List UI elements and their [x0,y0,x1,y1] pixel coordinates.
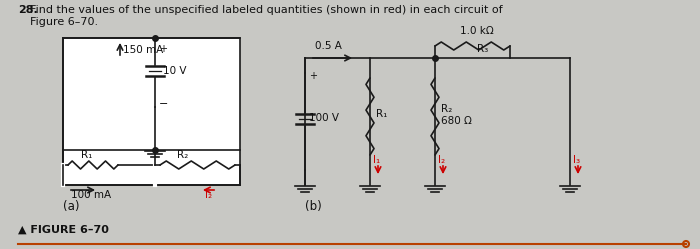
Text: +: + [159,44,167,54]
Text: −: − [159,99,169,109]
Text: (a): (a) [63,200,80,213]
Text: Find the values of the unspecified labeled quantities (shown in red) in each cir: Find the values of the unspecified label… [30,5,503,15]
Text: ▲ FIGURE 6–70: ▲ FIGURE 6–70 [18,225,109,235]
Text: I₃: I₃ [573,155,580,165]
Text: 0.5 A: 0.5 A [315,41,342,51]
Text: R₁: R₁ [376,109,387,119]
Text: I₂: I₂ [205,190,212,200]
Text: R₃: R₃ [477,44,489,54]
Text: 150 mA: 150 mA [123,45,163,55]
Text: (b): (b) [305,200,322,213]
Text: Figure 6–70.: Figure 6–70. [30,17,98,27]
Text: 100 mA: 100 mA [71,190,111,200]
Text: 680 Ω: 680 Ω [441,116,472,125]
Text: R₂: R₂ [177,150,188,160]
Text: 10 V: 10 V [163,66,186,76]
Bar [63,38,240,185]
Text: 100 V: 100 V [309,113,339,123]
Text: I₁: I₁ [373,155,380,165]
Text: R₂: R₂ [441,104,452,114]
Text: +: + [309,71,317,81]
Text: I₂: I₂ [438,155,445,165]
Text: 28.: 28. [18,5,38,15]
Text: 1.0 kΩ: 1.0 kΩ [461,26,494,36]
Text: R₁: R₁ [81,150,92,160]
